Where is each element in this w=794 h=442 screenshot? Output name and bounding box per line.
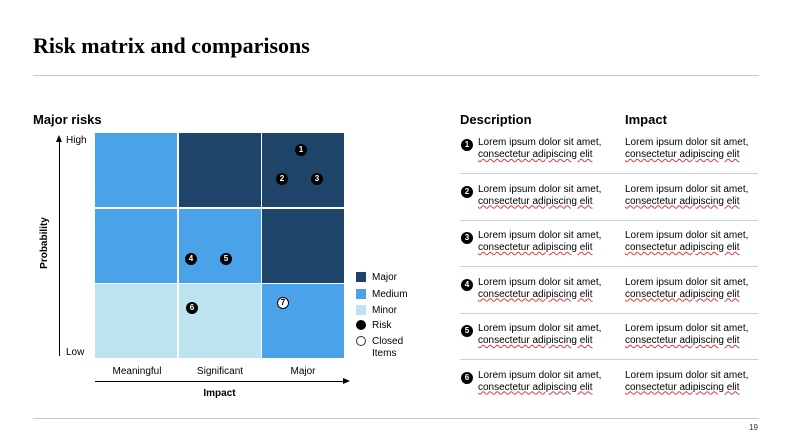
row-divider [460,173,758,174]
row-impact-line-1: Lorem ipsum dolor sit amet, [625,369,749,381]
x-axis-line [95,381,344,382]
legend-swatch-major [356,272,366,282]
risk-marker: 2 [276,173,288,185]
legend-label-major: Major [372,272,398,283]
row-divider [460,266,758,267]
row-description-text: Lorem ipsum dolor sit amet, consectetur a… [478,137,601,161]
legend-closed-circle-icon [356,336,366,346]
row-description-line-1: Lorem ipsum dolor sit amet, [478,276,602,288]
title-divider [33,75,759,76]
row-impact-text: Lorem ipsum dolor sit amet, consectetur a… [625,184,748,208]
slide-title: Risk matrix and comparisons [33,33,310,58]
legend-label-risk: Risk [372,320,392,331]
row-impact-text: Lorem ipsum dolor sit amet, consectetur a… [625,370,748,394]
row-impact-line-1: Lorem ipsum dolor sit amet, [625,137,749,148]
x-tick-meaningful: Meaningful [112,366,162,377]
legend-label-medium: Medium [372,289,408,300]
matrix-cell-major [262,208,344,283]
row-impact-line-2: consectetur adipiscing elit [625,335,740,346]
row-impact-text: Lorem ipsum dolor sit amet, consectetur a… [625,230,748,254]
x-tick-major: Major [290,366,316,377]
y-axis-label: Probability [39,217,50,269]
row-description-line-2: consectetur adipiscing elit [478,242,593,253]
row-description-line-1: Lorem ipsum dolor sit amet, [478,183,602,195]
column-header-impact: Impact [625,112,667,127]
legend-swatch-medium [356,289,366,299]
row-impact-text: Lorem ipsum dolor sit amet, consectetur a… [625,277,748,301]
matrix-cell-medium [95,208,177,283]
row-description-line-2: consectetur adipiscing elit [478,149,593,160]
row-description-line-1: Lorem ipsum dolor sit amet, [478,369,602,381]
legend-risk-circle-icon [356,320,366,330]
matrix-title: Major risks [33,112,102,127]
row-number-badge: 5 [461,325,473,337]
row-impact-line-2: consectetur adipiscing elit [625,195,740,207]
y-tick-high: High [66,135,87,146]
risk-marker: 4 [185,253,197,265]
matrix-cell-minor [95,284,177,358]
row-description-line-2: consectetur adipiscing elit [478,335,593,346]
row-impact-line-1: Lorem ipsum dolor sit amet, [625,230,749,241]
row-description-line-2: consectetur adipiscing elit [478,195,593,207]
risk-marker: 1 [295,144,307,156]
legend-label-minor: Minor [372,305,398,316]
row-description-line-2: consectetur adipiscing elit [478,381,593,393]
row-description-text: Lorem ipsum dolor sit amet, consectetur a… [478,370,601,394]
row-number-badge: 4 [461,278,473,291]
row-impact-text: Lorem ipsum dolor sit amet, consectetur a… [625,137,748,161]
page-number: 19 [749,423,758,432]
x-axis-label: Impact [203,388,236,399]
row-number-badge: 2 [461,185,473,198]
row-impact-line-2: consectetur adipiscing elit [625,288,740,300]
risk-matrix-grid: 1 2 3 4 5 6 7 [95,133,344,359]
matrix-cell-major [178,133,261,207]
row-divider [460,219,758,221]
y-axis-line [59,140,60,356]
row-description-text: Lorem ipsum dolor sit amet, consectetur a… [478,184,601,208]
matrix-cell-medium [262,284,344,358]
row-number-badge: 6 [461,371,473,384]
y-axis-arrow-icon [56,135,62,142]
legend-label-closed: Closed Items [372,336,404,359]
row-description-text: Lorem ipsum dolor sit amet, consectetur a… [478,230,601,254]
row-impact-line-2: consectetur adipiscing elit [625,381,740,393]
x-axis-arrow-icon [343,378,350,384]
x-tick-significant: Significant [196,366,244,377]
row-impact-line-1: Lorem ipsum dolor sit amet, [625,323,749,334]
matrix-cell-medium [95,133,177,207]
matrix-cell-medium [178,208,261,283]
closed-risk-marker: 7 [277,297,289,309]
row-number-badge: 3 [461,232,473,244]
row-impact-line-1: Lorem ipsum dolor sit amet, [625,276,749,288]
legend-swatch-minor [356,305,366,315]
row-impact-text: Lorem ipsum dolor sit amet, consectetur a… [625,323,748,347]
row-description-text: Lorem ipsum dolor sit amet, consectetur a… [478,323,601,347]
risk-marker: 6 [186,302,198,314]
row-impact-line-1: Lorem ipsum dolor sit amet, [625,183,749,195]
risk-marker: 3 [311,173,323,185]
row-description-line-1: Lorem ipsum dolor sit amet, [478,323,602,334]
row-divider [460,312,758,314]
row-impact-line-2: consectetur adipiscing elit [625,149,740,160]
row-description-text: Lorem ipsum dolor sit amet, consectetur a… [478,277,601,301]
matrix-cell-minor [178,284,261,358]
risk-marker: 5 [220,253,232,265]
row-impact-line-2: consectetur adipiscing elit [625,242,740,253]
row-number-badge: 1 [461,139,473,151]
row-description-line-2: consectetur adipiscing elit [478,288,593,300]
row-divider [460,359,758,360]
y-tick-low: Low [66,347,85,358]
column-header-description: Description [460,112,532,127]
row-description-line-1: Lorem ipsum dolor sit amet, [478,230,602,241]
row-description-line-1: Lorem ipsum dolor sit amet, [478,137,602,148]
footer-divider [33,418,759,419]
